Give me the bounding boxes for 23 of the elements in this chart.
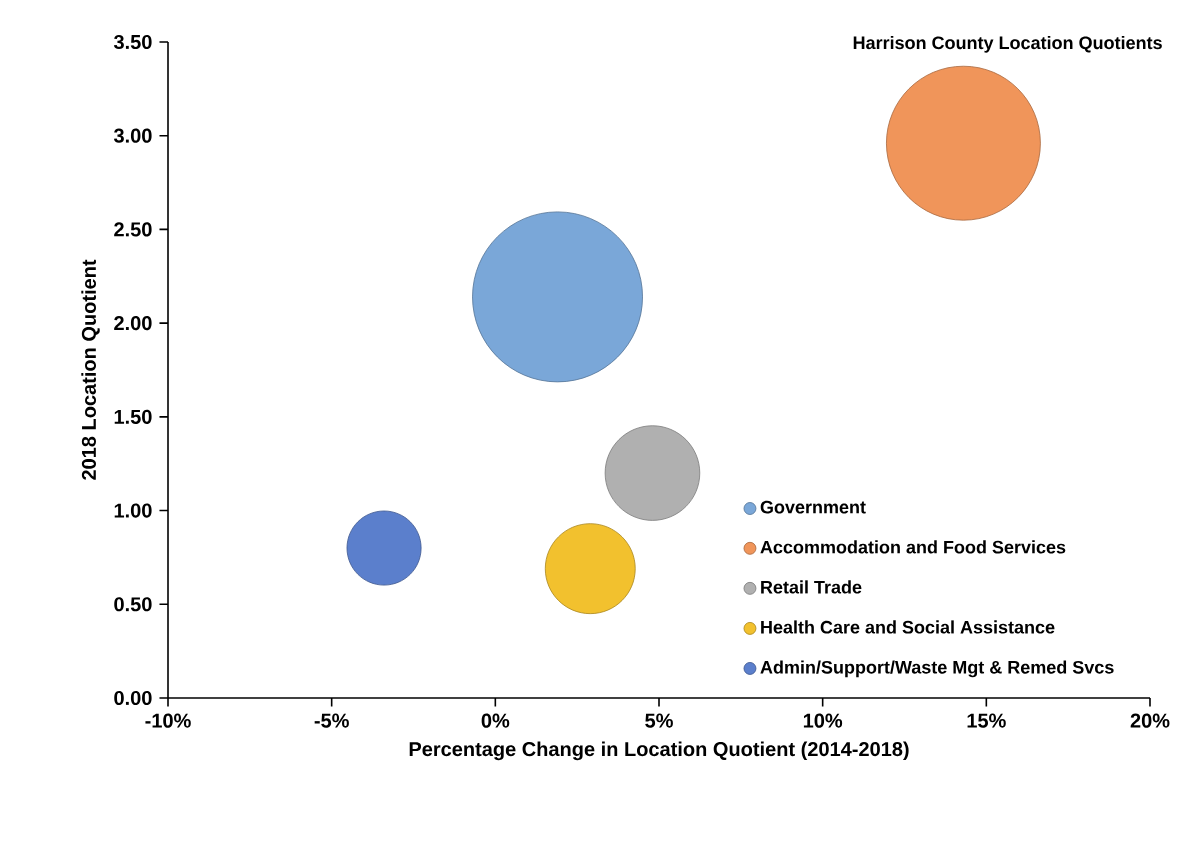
x-tick-label: -5%	[314, 713, 349, 728]
y-tick-label: 1.00	[114, 503, 152, 518]
legend-label: Government	[760, 500, 866, 514]
x-axis-title: Percentage Change in Location Quotient (2014-2018)	[409, 741, 909, 761]
legend-label: Accommodation and Food Services	[760, 540, 1066, 554]
legend-label: Retail Trade	[761, 580, 862, 594]
y-tick-label: 3.50	[113, 34, 152, 50]
x-tick-label: 5%	[645, 713, 673, 728]
y-tick-label: 0.50	[114, 597, 152, 612]
x-tick-label: 20%	[1130, 713, 1170, 728]
y-tick-label: 0.00	[114, 690, 152, 706]
y-tick-label: 3.00	[113, 128, 152, 143]
x-tick-label: 15%	[967, 713, 1006, 728]
x-tick-label: 10%	[803, 713, 843, 728]
legend-label: Health Care and Social Assistance	[761, 620, 1055, 634]
x-tick-label: 0%	[481, 713, 510, 728]
y-tick-label: 2.50	[114, 222, 152, 237]
x-tick-label: -10%	[145, 713, 191, 728]
chart-title: Harrison County Location Quotients	[853, 35, 1162, 53]
y-axis-title: 2018 Location Quotient	[81, 259, 100, 480]
legend-label: Admin/Support/Waste Mgt & Remed Svcs	[760, 660, 1114, 678]
y-tick-label: 2.00	[114, 316, 152, 331]
y-tick-label: 1.50	[114, 409, 152, 424]
